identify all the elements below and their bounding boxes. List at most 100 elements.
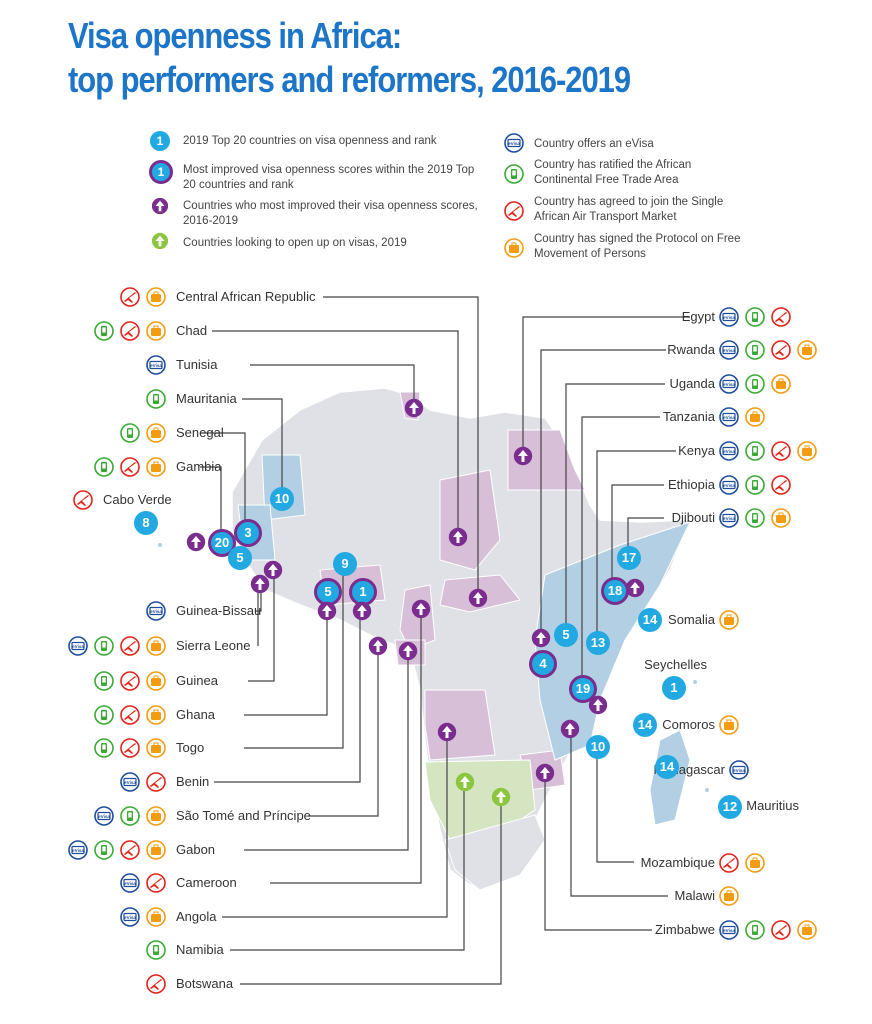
saatm-icon <box>73 490 93 510</box>
leader-sao-tome <box>308 645 379 817</box>
svg-text:eVisa: eVisa <box>72 644 84 649</box>
fmp-icon <box>745 407 765 427</box>
cabo-verde-speck <box>158 543 162 547</box>
leader-kenya <box>596 450 676 642</box>
leader-malawi <box>570 730 668 897</box>
evisa-icon: eVisa <box>719 407 739 427</box>
evisa-icon: eVisa <box>68 636 88 656</box>
afcfta-icon <box>745 508 765 528</box>
leader-lines <box>200 296 690 985</box>
country-label-s-o-tom-and-pr-ncipe: São Tomé and Príncipe <box>176 808 311 823</box>
rank-badge-guinea-bissau: 5 <box>228 546 252 570</box>
saatm-icon <box>120 671 140 691</box>
country-label-somalia: Somalia <box>668 612 715 627</box>
mauritius-speck <box>705 788 709 792</box>
improved-arrow-icon <box>448 527 468 547</box>
svg-text:eVisa: eVisa <box>723 928 735 933</box>
improved-arrow-icon <box>588 695 608 715</box>
legend-improved-rank-text: Most improved visa openness scores withi… <box>183 164 475 191</box>
leader-gabon <box>244 652 409 851</box>
evisa-icon: eVisa <box>94 806 114 826</box>
country-label-djibouti: Djibouti <box>671 510 715 525</box>
afcfta-icon <box>94 321 114 341</box>
purple-arrow-icon <box>151 197 169 215</box>
rank-badge-uganda: 5 <box>554 623 578 647</box>
rank-badge-mauritania: 10 <box>270 487 294 511</box>
improved-arrow-icon <box>250 574 270 594</box>
svg-text:eVisa: eVisa <box>508 141 520 146</box>
improved-arrow-icon <box>398 641 418 661</box>
leader-tunisia <box>250 364 415 405</box>
afcfta-icon <box>745 920 765 940</box>
country-label-sierra-leone: Sierra Leone <box>176 638 251 653</box>
legend-fmp-text: Country has signed the Protocol on Free … <box>534 233 741 260</box>
country-label-tanzania: Tanzania <box>662 409 715 424</box>
afcfta-icon <box>94 671 114 691</box>
saatm-icon <box>771 340 791 360</box>
country-label-tunisia: Tunisia <box>176 357 218 372</box>
evisa-icon: eVisa <box>120 907 140 927</box>
improved-arrow-icon <box>625 578 645 598</box>
fmp-icon <box>146 423 166 443</box>
leader-rwanda <box>540 349 666 640</box>
svg-text:eVisa: eVisa <box>98 814 110 819</box>
country-label-mauritius: Mauritius <box>746 798 799 813</box>
evisa-icon: eVisa <box>146 355 166 375</box>
leader-guinea <box>248 570 275 682</box>
leader-zimbabwe <box>544 773 652 931</box>
evisa-icon: eVisa <box>504 133 524 153</box>
saatm-icon <box>120 738 140 758</box>
improved-arrow-icon <box>404 398 424 418</box>
rank-badge-mozambique: 10 <box>586 735 610 759</box>
opening-arrow-icon <box>491 787 511 807</box>
svg-text:eVisa: eVisa <box>723 315 735 320</box>
leader-gambia <box>200 466 222 535</box>
improved-arrow-icon <box>513 446 533 466</box>
leader-tanzania <box>581 416 660 685</box>
fmp-icon <box>797 441 817 461</box>
fmp-icon <box>146 738 166 758</box>
saatm-icon <box>771 441 791 461</box>
fmp-icon <box>797 340 817 360</box>
country-label-benin: Benin <box>176 774 210 789</box>
rank-badge-somalia: 14 <box>638 608 662 632</box>
evisa-icon: eVisa <box>719 920 739 940</box>
leader-benin <box>214 612 361 783</box>
fmp-icon <box>719 610 739 630</box>
svg-text:eVisa: eVisa <box>723 483 735 488</box>
country-label-egypt: Egypt <box>681 309 715 324</box>
country-label-guinea-bissau: Guinea-Bissau <box>176 603 262 618</box>
fmp-icon <box>719 715 739 735</box>
evisa-icon: eVisa <box>719 508 739 528</box>
saatm-icon <box>771 307 791 327</box>
leader-senegal <box>200 432 246 525</box>
title-line-2: top performers and reformers, 2016-2019 <box>68 59 631 100</box>
afcfta-icon <box>504 164 524 184</box>
rank-badge-ethiopia: 18 <box>601 577 629 605</box>
evisa-icon: eVisa <box>719 340 739 360</box>
evisa-icon: eVisa <box>729 760 749 780</box>
country-label-ghana: Ghana <box>176 707 216 722</box>
legend-evisa-text: Country offers an eVisa <box>534 138 654 150</box>
country-label-rwanda: Rwanda <box>667 342 715 357</box>
saatm-icon <box>146 873 166 893</box>
improved-arrow-icon <box>186 532 206 552</box>
country-label-gambia: Gambia <box>176 459 222 474</box>
fmp-icon <box>745 853 765 873</box>
improved-arrow-icon <box>437 722 457 742</box>
leader-cameroon <box>270 608 422 884</box>
evisa-icon: eVisa <box>146 601 166 621</box>
fmp-icon <box>146 287 166 307</box>
legend-rank-text: 2019 Top 20 countries on visa openness a… <box>183 135 437 147</box>
afcfta-icon <box>94 636 114 656</box>
svg-text:eVisa: eVisa <box>723 348 735 353</box>
leader-ghana <box>244 612 328 716</box>
fmp-icon <box>146 671 166 691</box>
evisa-icon: eVisa <box>719 307 739 327</box>
evisa-icon: eVisa <box>719 374 739 394</box>
fmp-icon <box>146 907 166 927</box>
fmp-icon <box>146 321 166 341</box>
improved-arrow-icon <box>368 636 388 656</box>
fmp-icon <box>771 374 791 394</box>
